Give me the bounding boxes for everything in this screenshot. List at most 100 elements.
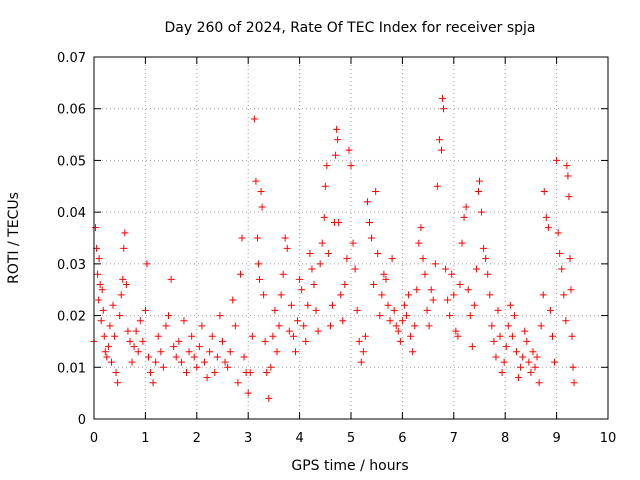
- data-point: [474, 187, 482, 195]
- data-point: [175, 337, 183, 345]
- x-tick-label: 8: [501, 431, 509, 446]
- data-point: [162, 322, 170, 330]
- data-point: [107, 358, 115, 366]
- x-tick-label: 4: [295, 431, 303, 446]
- data-point: [253, 234, 261, 242]
- data-point: [417, 224, 425, 232]
- data-point: [273, 348, 281, 356]
- data-point: [415, 239, 423, 247]
- data-point: [563, 162, 571, 170]
- data-point: [425, 322, 433, 330]
- y-tick-label: 0.04: [57, 206, 86, 221]
- data-point: [258, 203, 266, 211]
- data-point: [544, 224, 552, 232]
- data-point: [234, 379, 242, 387]
- data-point: [537, 322, 545, 330]
- data-point: [446, 312, 454, 320]
- y-tick-label: 0.03: [57, 258, 86, 273]
- y-tick-label: 0.05: [57, 154, 86, 169]
- data-point: [167, 275, 175, 283]
- data-point: [510, 312, 518, 320]
- data-point: [484, 270, 492, 278]
- data-point: [316, 260, 324, 268]
- data-point: [141, 306, 149, 314]
- data-point: [304, 301, 312, 309]
- data-point: [353, 306, 361, 314]
- data-point: [130, 343, 138, 351]
- data-point: [180, 317, 188, 325]
- x-tick-label: 7: [450, 431, 458, 446]
- data-point: [326, 322, 334, 330]
- data-point: [98, 286, 106, 294]
- data-point: [104, 343, 112, 351]
- data-point: [246, 368, 254, 376]
- data-point: [427, 286, 435, 294]
- data-points: [90, 94, 578, 402]
- data-point: [318, 239, 326, 247]
- x-tick-label: 10: [600, 431, 617, 446]
- data-point: [384, 301, 392, 309]
- data-point: [506, 301, 514, 309]
- data-point: [476, 177, 483, 185]
- y-tick-label: 0.06: [57, 103, 86, 118]
- y-axis-label: ROTI / TECUs: [6, 192, 22, 284]
- data-point: [478, 208, 486, 216]
- data-point: [419, 255, 427, 263]
- data-point: [517, 363, 525, 371]
- data-point: [548, 332, 556, 340]
- data-point: [261, 337, 269, 345]
- data-point: [448, 270, 456, 278]
- data-point: [442, 265, 450, 273]
- data-point: [456, 281, 464, 289]
- data-point: [283, 244, 291, 252]
- data-point: [238, 234, 246, 242]
- data-point: [529, 348, 537, 356]
- data-point: [390, 306, 398, 314]
- data-point: [177, 358, 185, 366]
- data-point: [106, 322, 114, 330]
- data-point: [440, 105, 448, 113]
- data-point: [531, 363, 539, 371]
- data-point: [157, 348, 165, 356]
- data-point: [240, 353, 248, 361]
- data-point: [198, 322, 206, 330]
- data-point: [211, 368, 219, 376]
- data-point: [564, 172, 572, 180]
- data-point: [409, 348, 417, 356]
- data-point: [310, 281, 318, 289]
- data-point: [120, 244, 128, 252]
- x-tick-label: 6: [398, 431, 406, 446]
- data-point: [339, 317, 347, 325]
- data-point: [482, 255, 490, 263]
- data-point: [553, 156, 561, 164]
- data-point: [226, 348, 234, 356]
- data-point: [337, 291, 345, 299]
- data-point: [480, 244, 488, 252]
- data-point: [488, 322, 496, 330]
- data-point: [334, 136, 342, 144]
- data-point: [260, 291, 268, 299]
- data-point: [535, 379, 543, 387]
- data-point: [498, 368, 506, 376]
- data-point: [496, 332, 504, 340]
- data-point: [458, 239, 466, 247]
- data-point: [92, 224, 100, 232]
- data-point: [121, 229, 129, 237]
- data-point: [568, 332, 576, 340]
- data-point: [370, 281, 378, 289]
- data-point: [396, 337, 404, 345]
- data-point: [219, 337, 226, 345]
- data-point: [423, 306, 431, 314]
- data-point: [112, 368, 120, 376]
- data-point: [372, 187, 380, 195]
- data-point: [254, 260, 262, 268]
- data-point: [277, 291, 285, 299]
- data-point: [139, 337, 147, 345]
- data-point: [515, 374, 523, 382]
- data-point: [103, 353, 111, 361]
- data-point: [533, 353, 541, 361]
- data-point: [343, 255, 351, 263]
- data-point: [407, 332, 415, 340]
- data-point: [411, 322, 419, 330]
- data-point: [546, 306, 554, 314]
